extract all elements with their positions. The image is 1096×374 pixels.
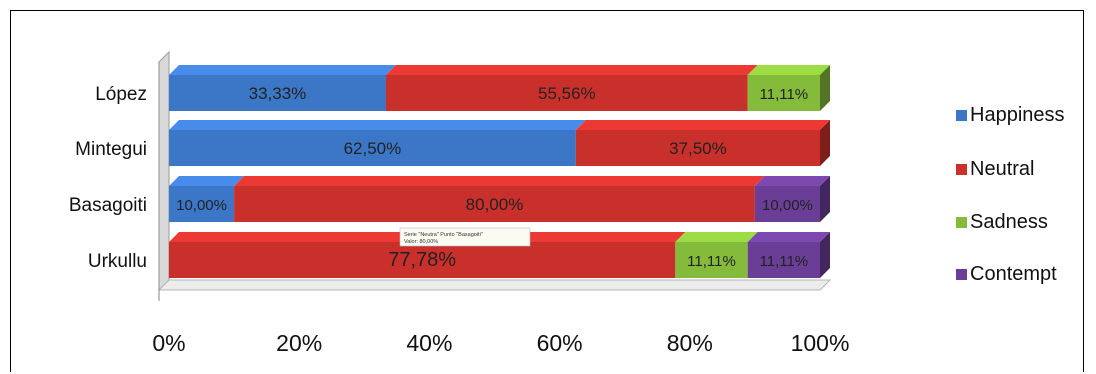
data-label-contempt-2: 10,00% xyxy=(762,197,813,214)
data-label-neutral-0: 55,56% xyxy=(538,84,596,103)
chart-back-wall xyxy=(157,50,832,301)
legend-swatch-neutral xyxy=(956,164,967,175)
bar-side-sadness-0 xyxy=(820,65,830,111)
tooltip-box xyxy=(399,227,531,247)
legend-swatch-sadness xyxy=(956,217,967,228)
bar-top-neutral-0 xyxy=(385,65,758,75)
bar-top-neutral-2 xyxy=(234,176,765,186)
x-tick-1: 20% xyxy=(276,330,322,356)
legend-label-sadness: Sadness xyxy=(970,211,1048,233)
legend-label-contempt: Contempt xyxy=(970,263,1057,285)
category-labels: López Mintegui Basagoiti Urkullu xyxy=(69,84,147,272)
data-label-sadness-0: 11,11% xyxy=(760,86,809,103)
bar-top-happiness-0 xyxy=(169,65,396,75)
bar-sadness-0[interactable] xyxy=(747,75,820,111)
bar-happiness-2[interactable] xyxy=(169,186,235,222)
x-tick-0: 0% xyxy=(152,330,185,356)
bar-neutral-0[interactable] xyxy=(385,75,748,111)
bar-neutral-3[interactable] xyxy=(169,242,676,278)
data-label-happiness-2: 10,00% xyxy=(176,197,227,214)
data-label-happiness-0: 33,33% xyxy=(249,84,307,103)
bar-top-neutral-1 xyxy=(575,120,830,130)
bar-neutral-1[interactable] xyxy=(575,130,820,166)
bar-contempt-3[interactable] xyxy=(747,242,820,278)
data-label-happiness-1: 62,50% xyxy=(344,139,402,158)
x-tick-2: 40% xyxy=(406,330,452,356)
data-label-sadness-3: 11,11% xyxy=(687,253,736,270)
side-wall xyxy=(158,50,170,292)
legend-swatch-happiness xyxy=(956,110,967,121)
bar-happiness-1[interactable] xyxy=(169,130,576,166)
bar-top-happiness-1 xyxy=(169,120,586,130)
legend-swatch-contempt xyxy=(956,269,967,280)
bar-side-neutral-1 xyxy=(820,120,830,166)
x-tick-3: 60% xyxy=(537,330,583,356)
x-axis-ticks: 0% 20% 40% 60% 80% 100% xyxy=(152,330,849,356)
bar-top-sadness-0 xyxy=(747,65,830,75)
legend-label-happiness: Happiness xyxy=(970,104,1065,126)
category-label-2: Basagoiti xyxy=(69,195,147,216)
x-tick-5: 100% xyxy=(791,330,850,356)
legend: Happiness Neutral Sadness Contempt xyxy=(956,104,1065,285)
bar-contempt-2[interactable] xyxy=(754,186,820,222)
data-label-contempt-3: 11,11% xyxy=(760,253,809,270)
legend-label-neutral: Neutral xyxy=(970,158,1034,180)
bar-top-contempt-2 xyxy=(754,176,830,186)
tooltip-line-1: Serie "Neutra" Punto "Basagoiti" xyxy=(404,232,483,238)
bar-neutral-2[interactable] xyxy=(234,186,755,222)
chart-frame xyxy=(10,10,1084,372)
bar-side-contempt-2 xyxy=(820,176,830,222)
bar-top-sadness-3 xyxy=(675,232,758,242)
bars-group: 33,33% 55,56% 11,11% 62,50% 37,50% 10,00% 80,0… xyxy=(169,65,830,278)
x-tick-4: 80% xyxy=(667,330,713,356)
category-label-0: López xyxy=(95,84,147,105)
data-label-neutral-3: 77,78% xyxy=(388,249,456,271)
floor xyxy=(157,279,832,291)
bar-top-happiness-2 xyxy=(169,176,245,186)
category-label-3: Urkullu xyxy=(88,251,147,272)
tooltip-line-2: Valor: 80,00% xyxy=(404,239,438,245)
bar-top-contempt-3 xyxy=(747,232,830,242)
bar-sadness-3[interactable] xyxy=(675,242,748,278)
bar-happiness-0[interactable] xyxy=(169,75,386,111)
bar-side-contempt-3 xyxy=(820,232,830,278)
data-label-neutral-2: 80,00% xyxy=(466,195,524,214)
category-label-1: Mintegui xyxy=(75,139,147,160)
data-label-neutral-1: 37,50% xyxy=(669,139,727,158)
data-tooltip: Serie "Neutra" Punto "Basagoiti" Valor: … xyxy=(399,227,531,247)
